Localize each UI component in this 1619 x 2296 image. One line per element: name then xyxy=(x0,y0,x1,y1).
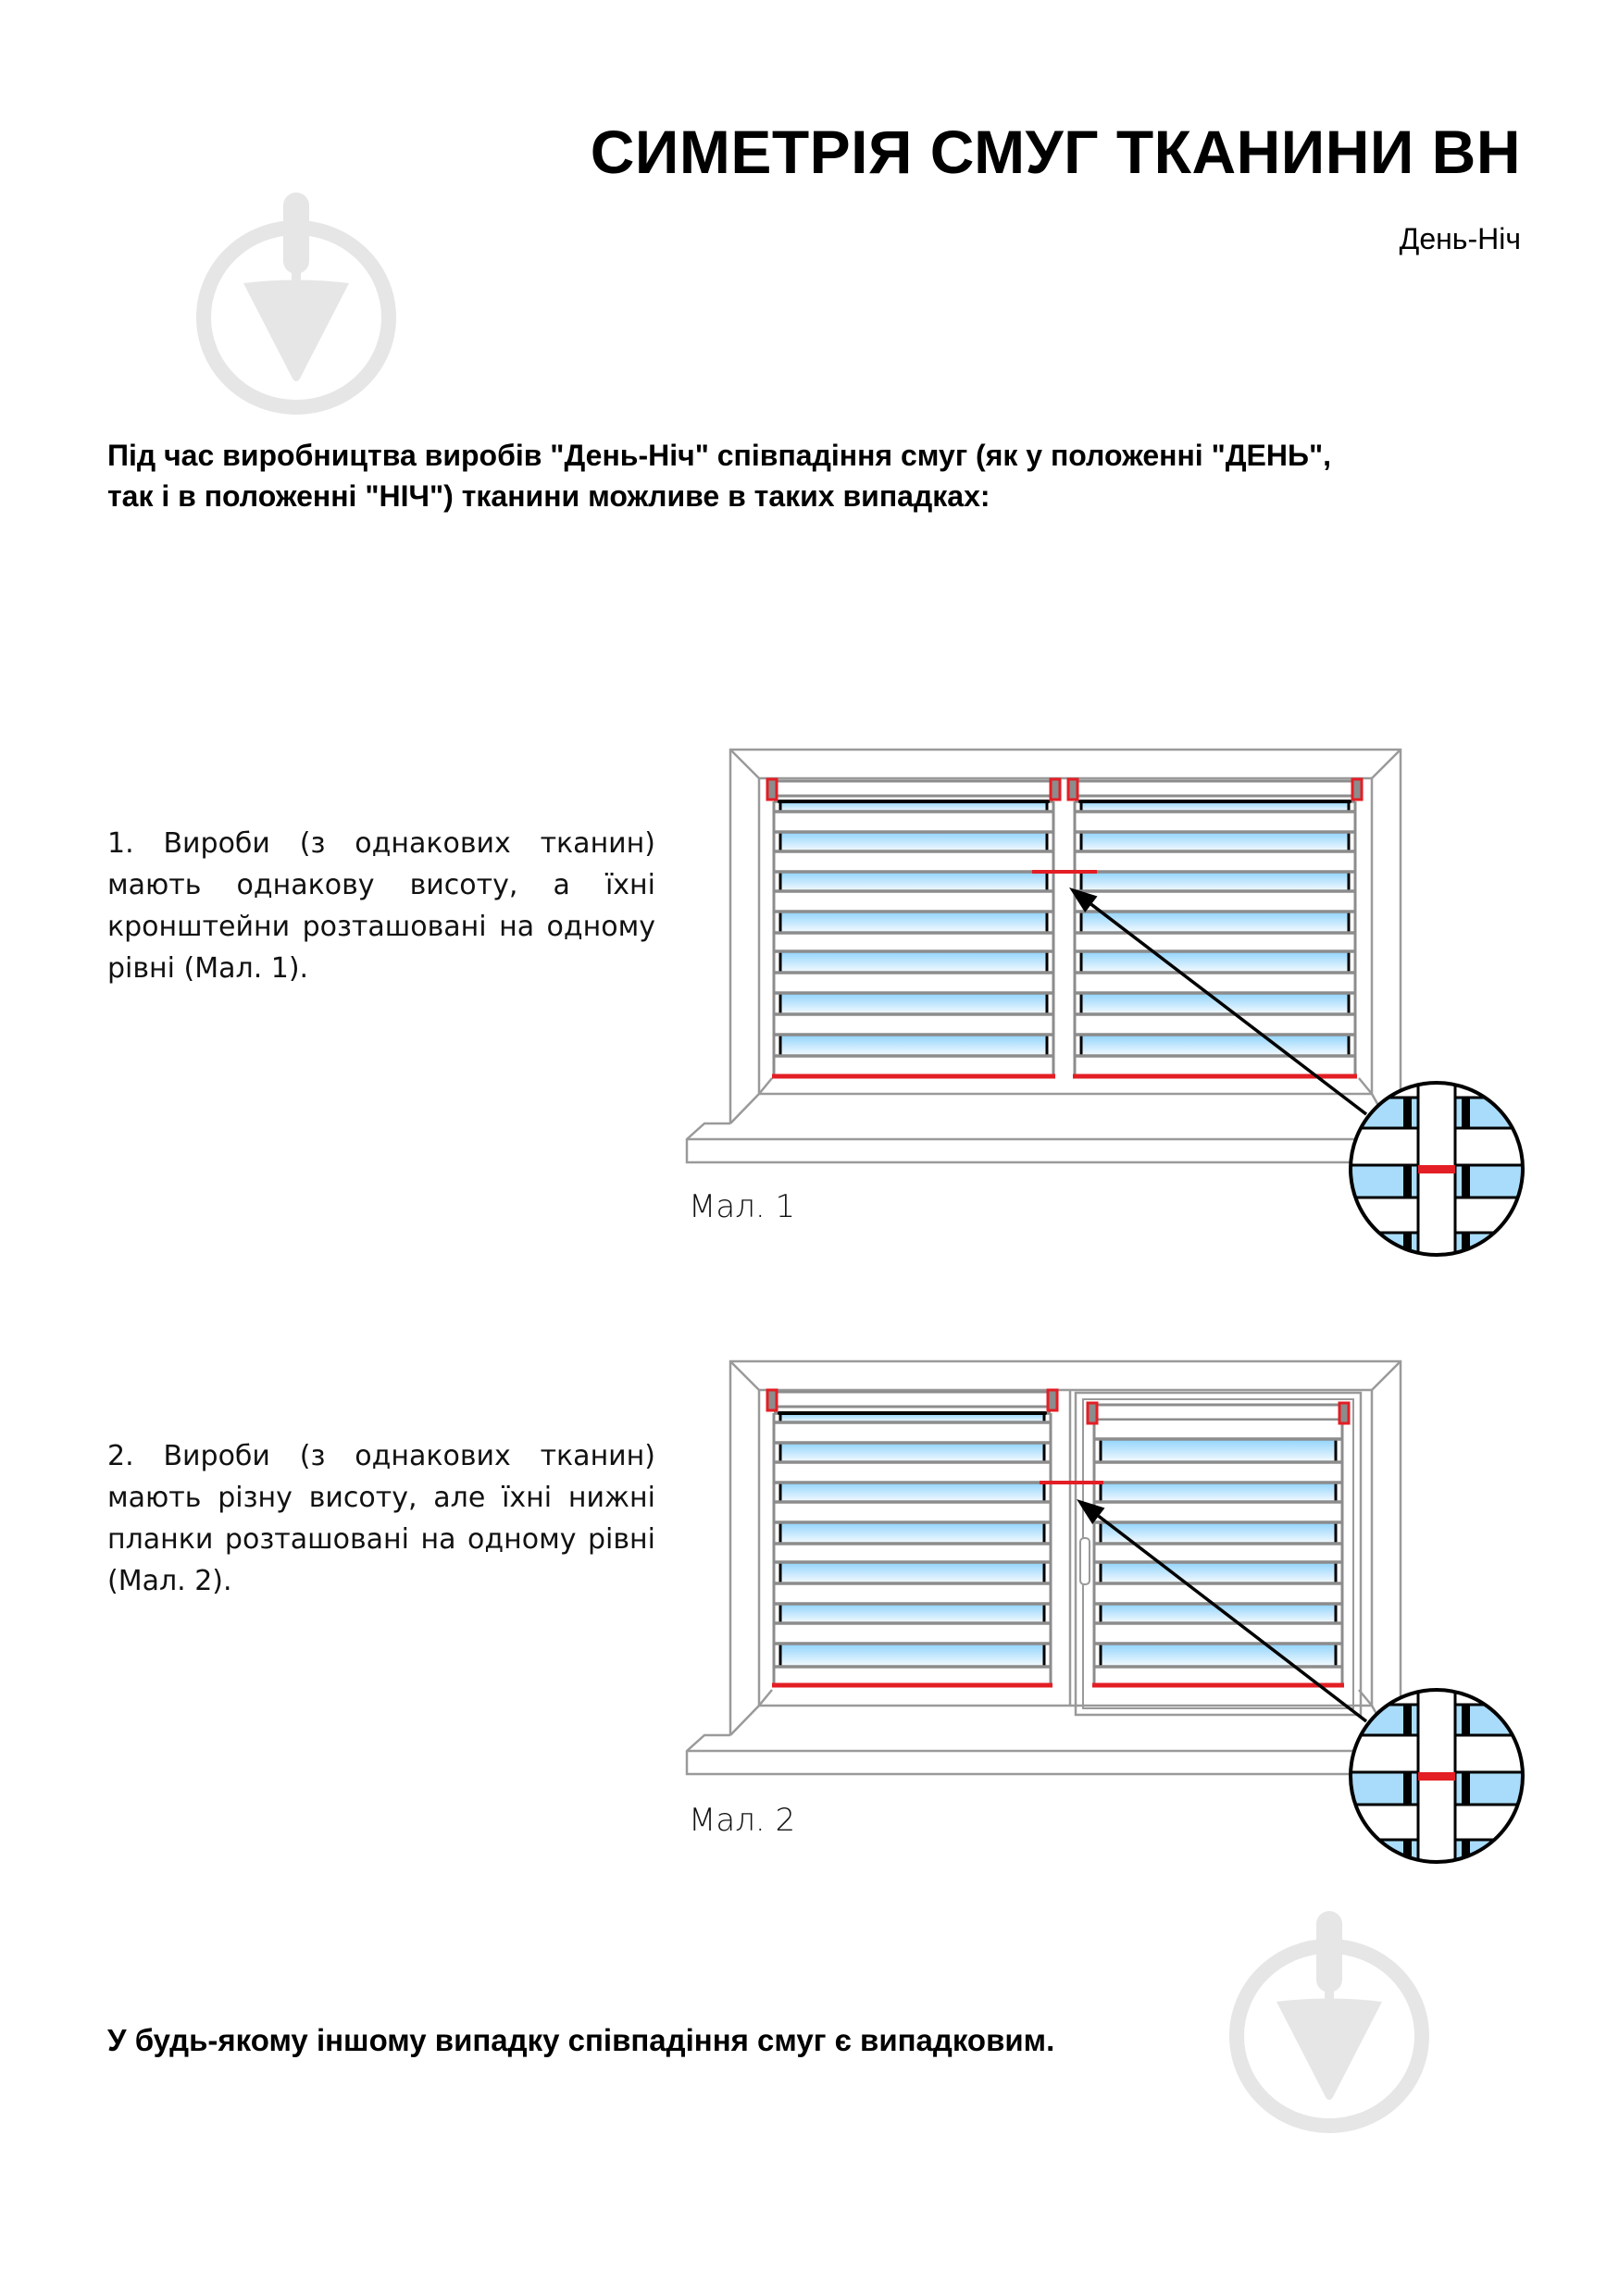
bracket xyxy=(766,777,778,801)
blind-cassette xyxy=(1092,1403,1344,1421)
transparent-stripe xyxy=(779,1562,1045,1583)
bracket xyxy=(766,1388,778,1412)
figure-2-caption: Мал. 2 xyxy=(689,1802,796,1839)
transparent-stripe xyxy=(779,832,1048,851)
page-title: СИМЕТРІЯ СМУГ ТКАНИНИ ВН xyxy=(590,118,1521,186)
arrow-icon xyxy=(1077,1499,1105,1524)
transparent-stripe xyxy=(779,951,1048,973)
watermark-handle xyxy=(283,192,309,274)
bracket xyxy=(1066,777,1079,801)
trowel-watermark-icon xyxy=(1229,1911,1429,2133)
roller-blind xyxy=(766,777,1062,1079)
blind-fabric xyxy=(1094,1421,1342,1685)
detail-edge xyxy=(1462,1772,1470,1805)
watermark-stem xyxy=(1325,1985,1334,2004)
transparent-stripe xyxy=(1100,1439,1337,1462)
transparent-stripe xyxy=(1100,1483,1337,1502)
transparent-stripe xyxy=(1080,912,1350,933)
detail-edge xyxy=(1403,1705,1412,1735)
transparent-stripe xyxy=(1080,951,1350,973)
roller-blind xyxy=(1086,1401,1351,1688)
roller-blind xyxy=(1066,777,1364,1079)
watermark-stem xyxy=(292,267,301,285)
blind-cassette xyxy=(772,779,1055,798)
transparent-stripe xyxy=(779,1483,1045,1502)
frame-bevels xyxy=(729,1360,1401,1736)
watermark-handle xyxy=(1316,1911,1342,1992)
window-sill xyxy=(685,1122,1409,1164)
window-outer-frame xyxy=(729,748,1402,1139)
detail-red-mark xyxy=(1418,1165,1455,1173)
figure-2 xyxy=(685,1359,1525,1864)
transparent-stripe xyxy=(1100,1604,1337,1623)
transparent-stripe xyxy=(779,993,1048,1014)
detail-edge xyxy=(1462,1098,1470,1128)
detail-edge xyxy=(1462,1705,1470,1735)
footer-note: У будь-якому іншому випадку співпадіння … xyxy=(107,2023,1055,2057)
transparent-stripe xyxy=(779,801,1048,812)
bracket xyxy=(1338,1401,1351,1425)
transparent-stripe xyxy=(779,1604,1045,1623)
detail-edge xyxy=(1462,1233,1470,1255)
window-sash xyxy=(1074,1391,1363,1717)
roller-blind xyxy=(766,1388,1059,1688)
blind-cassette xyxy=(1073,779,1357,798)
window-handle xyxy=(1079,1537,1090,1585)
window-outer-frame xyxy=(729,1359,1402,1751)
intro-line-2: так і в положенні "НІЧ") тканини можливе… xyxy=(107,479,990,513)
transparent-stripe xyxy=(1080,832,1350,851)
magnifier-outline xyxy=(1349,1688,1525,1864)
transparent-stripe xyxy=(1080,1035,1350,1056)
transparent-stripe xyxy=(1080,872,1350,891)
watermark-blade xyxy=(243,279,349,381)
transparent-stripe xyxy=(779,1522,1045,1544)
bracket xyxy=(1046,1388,1059,1412)
intro-line-1: Під час виробництва виробів "День-Ніч" с… xyxy=(107,439,1332,472)
arrow-line xyxy=(1090,902,1368,1116)
transparent-stripe xyxy=(1080,993,1350,1014)
case-1-text: 1. Вироби (з однакових тканин) мають одн… xyxy=(107,827,655,985)
transparent-stripe xyxy=(1080,801,1350,812)
page-subtitle: День-Ніч xyxy=(1399,222,1521,255)
window-inner-frame xyxy=(757,1388,1374,1707)
detail-edge xyxy=(1403,1165,1412,1198)
detail-red-mark xyxy=(1418,1772,1455,1781)
detail-edge xyxy=(1462,1840,1470,1862)
bracket xyxy=(1351,777,1364,801)
window-sill xyxy=(685,1733,1409,1776)
transparent-stripe xyxy=(779,1035,1048,1056)
detail-edge xyxy=(1462,1165,1470,1198)
transparent-stripe xyxy=(1100,1644,1337,1667)
blind-cassette xyxy=(772,1390,1052,1409)
case-2-text: 2. Вироби (з однакових тканин) мають різ… xyxy=(107,1440,655,1597)
magnifier-outline xyxy=(1349,1081,1525,1257)
window-inner-frame xyxy=(757,776,1374,1096)
bracket xyxy=(1086,1401,1099,1425)
arrow-line xyxy=(1097,1514,1368,1723)
arrow-icon xyxy=(1069,887,1098,912)
detail-edge xyxy=(1403,1233,1412,1255)
transparent-stripe xyxy=(779,912,1048,933)
detail-edge xyxy=(1403,1772,1412,1805)
transparent-stripe xyxy=(1100,1522,1337,1544)
figure-1-caption: Мал. 1 xyxy=(689,1188,796,1225)
frame-bevels xyxy=(729,749,1401,1124)
detail-edge xyxy=(1403,1098,1412,1128)
magnifier-detail-icon xyxy=(1351,1083,1523,1255)
bracket xyxy=(1049,777,1062,801)
transparent-stripe xyxy=(779,1644,1045,1667)
transparent-stripe xyxy=(779,1443,1045,1462)
transparent-stripe xyxy=(779,872,1048,891)
trowel-watermark-icon xyxy=(196,192,396,415)
detail-edge xyxy=(1403,1840,1412,1862)
transparent-stripe xyxy=(779,1413,1045,1422)
watermark-blade xyxy=(1277,1998,1382,2100)
transparent-stripe xyxy=(1100,1562,1337,1583)
figure-1 xyxy=(685,748,1525,1257)
